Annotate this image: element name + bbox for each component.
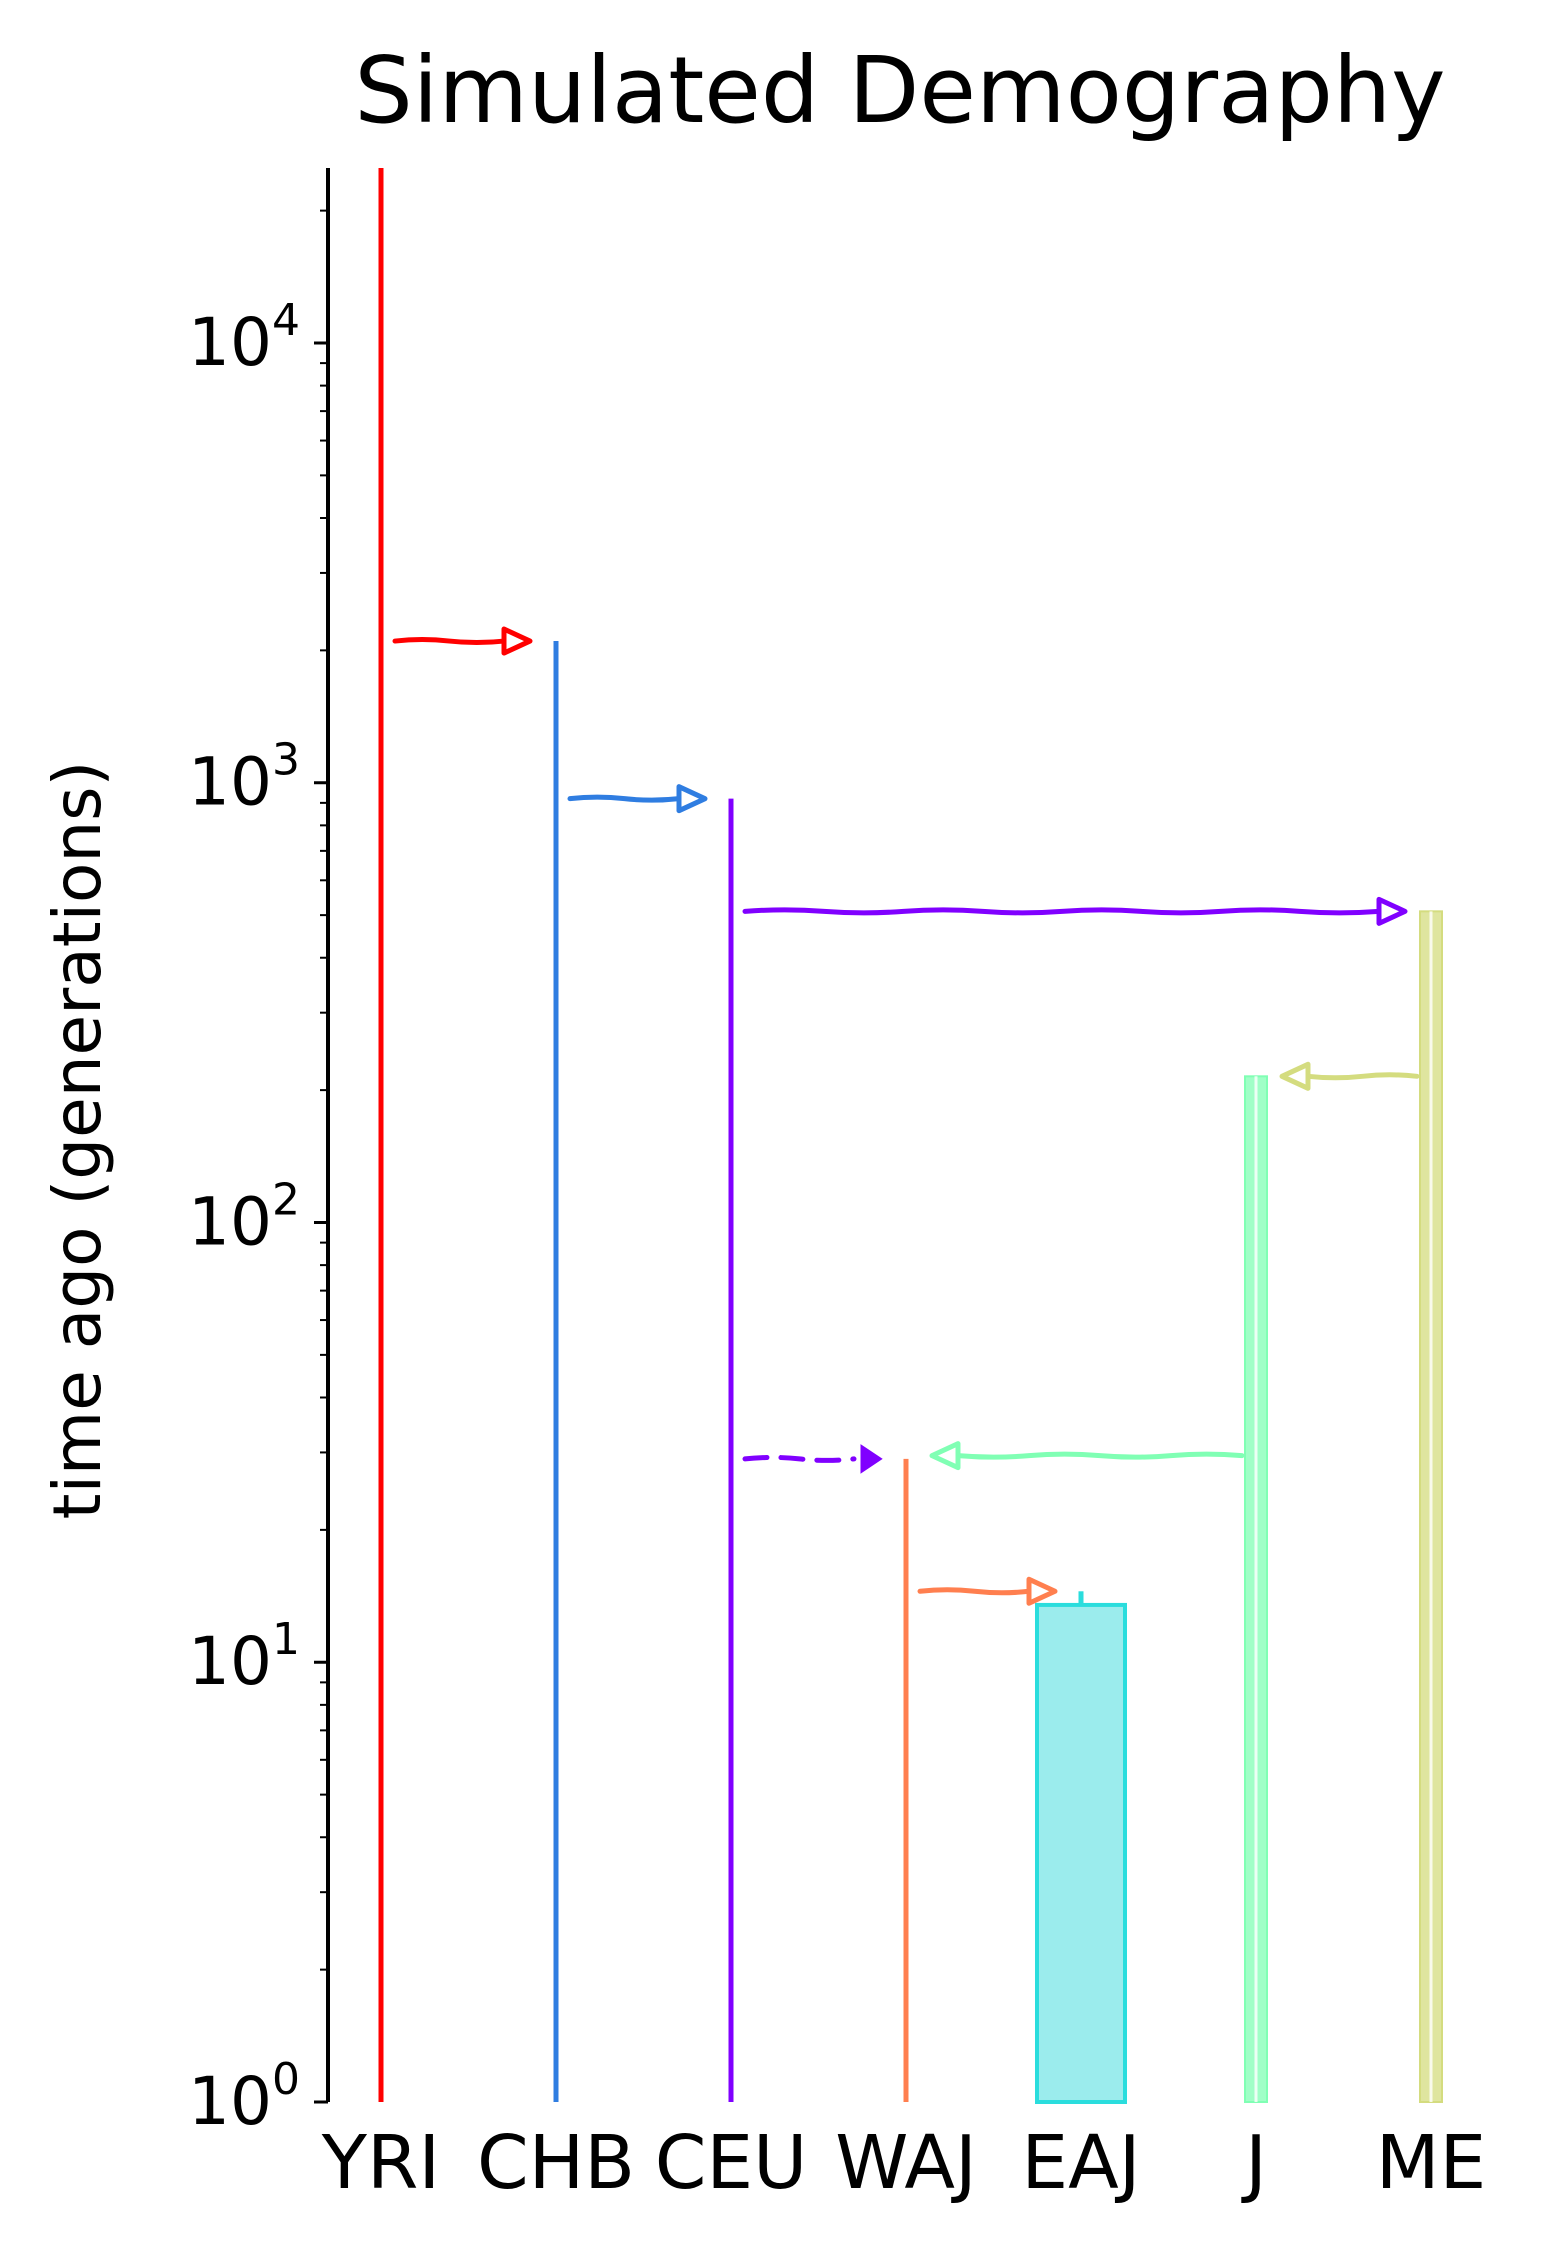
arrowhead [1376,896,1408,926]
population-label-yri: YRI [321,2120,440,2206]
y-tick-label: 101 [188,1614,300,1700]
y-tick-base: 10 [188,1183,272,1260]
population-label-me: ME [1376,2120,1487,2206]
y-tick-base: 10 [188,2063,272,2140]
migration-arrow-chb-to-ceu [567,794,682,803]
y-tick-base: 10 [188,1623,272,1700]
chart-title: Simulated Demography [354,37,1445,144]
population-labels: YRI CHB CEU WAJ EAJ J ME [321,2120,1487,2206]
migration-arrow-yri-to-chb [392,637,507,646]
y-tick-exponent: 0 [272,2054,300,2105]
arrowhead [860,1444,883,1474]
y-tick-label: 103 [188,735,300,821]
y-tick-exponent: 2 [272,1174,300,1225]
population-label-waj: WAJ [835,2120,977,2206]
migration-arrow-j-to-waj [955,1451,1245,1460]
population-lineages [378,168,1443,2104]
y-tick-base: 10 [188,304,272,381]
migration-arrow-me-to-j [1305,1072,1420,1081]
y-tick-label: 104 [188,295,300,381]
migration-arrows [392,626,1420,1606]
y-tick-exponent: 1 [272,1614,300,1665]
y-tick-base: 10 [188,744,272,821]
y-axis-label: time ago (generations) [39,761,116,1520]
arrowhead [929,1441,961,1471]
population-label-ceu: CEU [655,2120,808,2206]
arrowhead [1279,1061,1311,1091]
arrowhead [501,626,533,656]
population-label-chb: CHB [477,2120,635,2206]
population-label-j: J [1241,2120,1267,2206]
migration-arrow-ceu-to-waj [742,1454,857,1463]
y-tick-label: 100 [188,2054,300,2140]
y-tick-label: 102 [188,1174,300,1260]
y-tick-exponent: 3 [272,735,300,786]
arrowhead [676,784,708,814]
migration-arrow-ceu-to-me [742,907,1382,916]
population-label-eaj: EAJ [1021,2120,1140,2206]
y-tick-exponent: 4 [272,295,300,346]
migration-arrow-waj-to-eaj [917,1587,1032,1596]
arrowhead [1026,1576,1058,1606]
lineage-eaj [1035,1602,1127,2104]
